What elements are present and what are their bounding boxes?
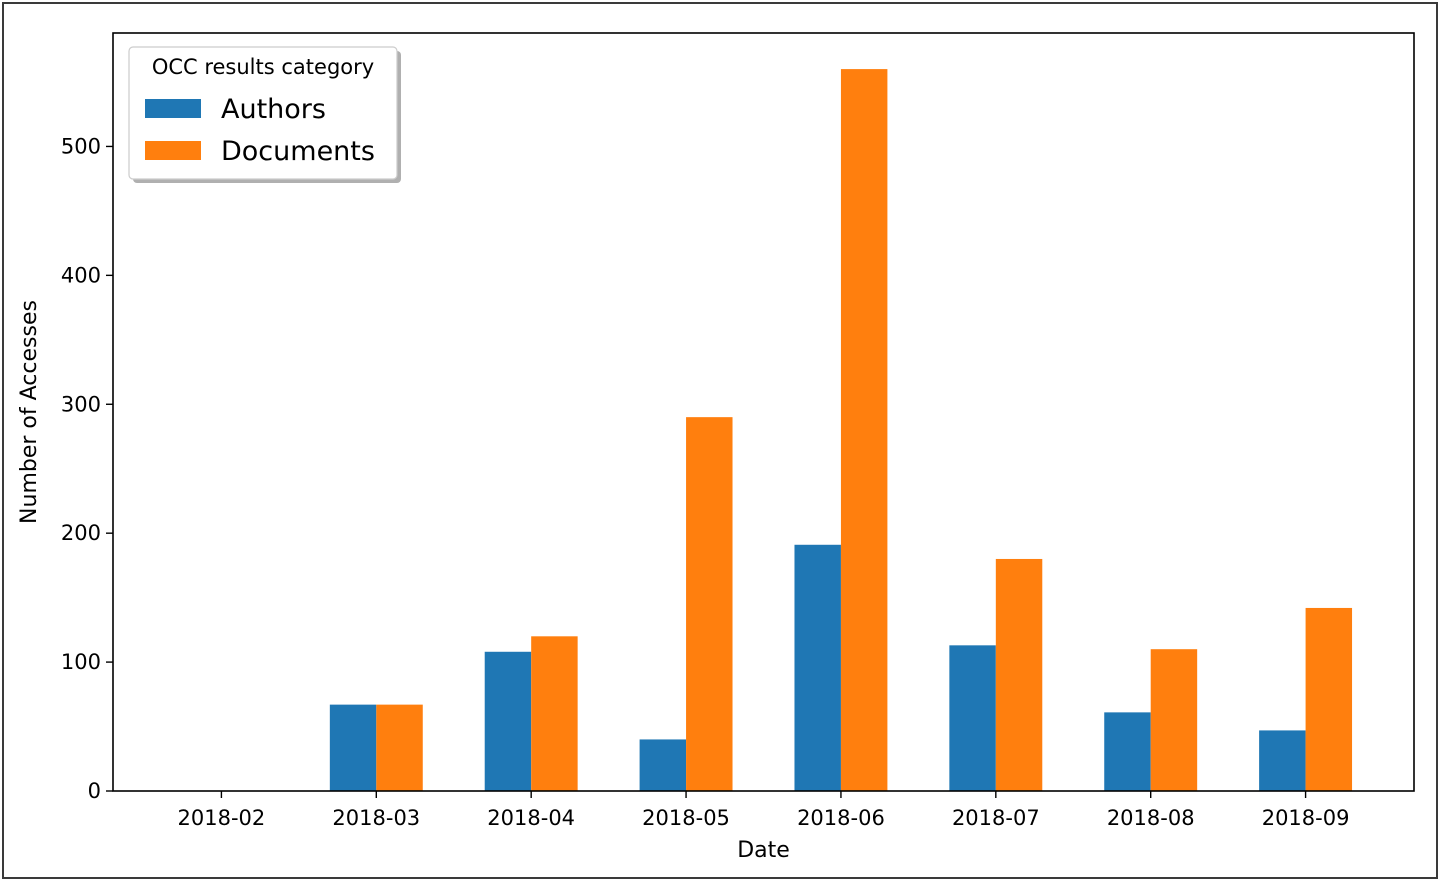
x-tick-label: 2018-03 (332, 806, 420, 830)
y-tick-label: 200 (61, 521, 101, 545)
bar-authors-2018-03 (329, 704, 377, 791)
bars-layer (329, 69, 1353, 792)
x-tick-label: 2018-09 (1262, 806, 1350, 830)
y-tick-label: 300 (61, 392, 101, 416)
x-tick-label: 2018-06 (797, 806, 885, 830)
bar-documents-2018-03 (376, 704, 423, 791)
y-axis: 0 100 200 300 400 500 (61, 134, 113, 803)
bar-documents-2018-06 (840, 69, 888, 792)
legend-label-documents: Documents (221, 136, 375, 167)
x-axis: 2018-02 2018-03 2018-04 2018-05 2018-06 2018-… (178, 791, 1350, 830)
y-tick-label: 500 (61, 134, 101, 158)
bar-authors-2018-07 (949, 645, 996, 791)
bar-authors-2018-08 (1104, 712, 1151, 791)
bar-authors-2018-06 (794, 544, 841, 791)
bar-documents-2018-07 (995, 558, 1043, 791)
legend-swatch-authors (145, 99, 201, 118)
bar-authors-2018-09 (1259, 730, 1306, 791)
bar-documents-2018-08 (1150, 649, 1198, 791)
x-axis-title: Date (737, 838, 790, 863)
x-tick-label: 2018-05 (642, 806, 730, 830)
bar-authors-2018-05 (639, 739, 687, 791)
y-tick-label: 0 (88, 779, 101, 803)
legend-label-authors: Authors (221, 94, 326, 125)
y-tick-label: 400 (61, 263, 101, 287)
plot-area (112, 32, 1415, 792)
y-axis-title: Number of Accesses (17, 300, 42, 524)
bar-documents-2018-05 (686, 417, 733, 791)
bar-documents-2018-04 (531, 636, 578, 791)
bar-authors-2018-04 (484, 651, 532, 791)
y-tick-label: 100 (61, 650, 101, 674)
legend-items: Authors Documents (145, 94, 375, 167)
x-tick-label: 2018-04 (487, 806, 575, 830)
x-tick-label: 2018-08 (1107, 806, 1195, 830)
legend: OCC results category Authors Documents (128, 46, 401, 183)
x-tick-label: 2018-02 (178, 806, 266, 830)
bar-documents-2018-09 (1305, 607, 1353, 791)
x-tick-label: 2018-07 (952, 806, 1040, 830)
legend-swatch-documents (145, 141, 201, 160)
legend-title: OCC results category (152, 55, 374, 79)
